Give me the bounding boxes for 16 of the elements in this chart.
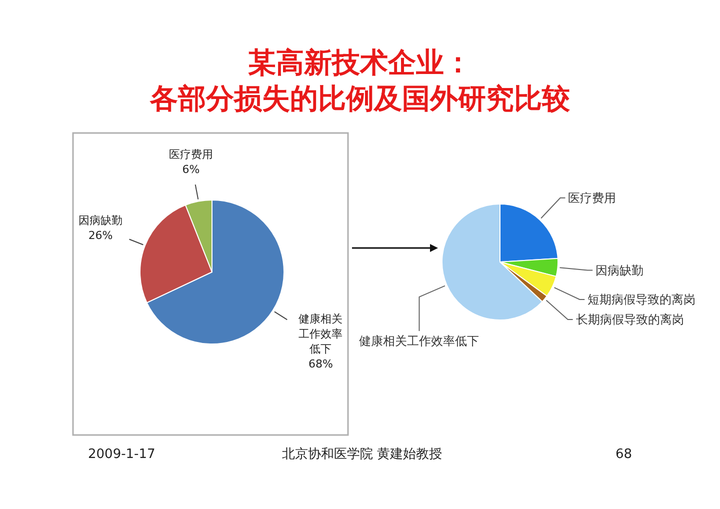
- slice-label: 医疗费用: [168, 148, 213, 161]
- text: 北京协和医学院 黄建始教授: [282, 447, 442, 462]
- slice-label: 短期病假导致的离岗: [588, 292, 696, 307]
- slice-label: 医疗费用: [568, 191, 616, 206]
- slice-label: 因病缺勤: [596, 263, 644, 278]
- slice-label: 健康相关工作效率低下: [359, 334, 480, 348]
- text: 2009-1-17: [88, 447, 156, 462]
- data-label: 6%: [182, 162, 200, 176]
- slice-label: 因病缺勤: [78, 214, 123, 228]
- slice-label: 健康相关工作效率低下: [298, 312, 343, 356]
- data-label: 68%: [308, 357, 333, 370]
- data-label: 26%: [88, 229, 113, 242]
- slice-label: 长期病假导致的离岗: [576, 312, 684, 327]
- text: 68: [615, 447, 632, 462]
- chart-title: 某高新技术企业：: [248, 46, 472, 79]
- chart-subtitle: 各部分损失的比例及国外研究比较: [149, 82, 571, 115]
